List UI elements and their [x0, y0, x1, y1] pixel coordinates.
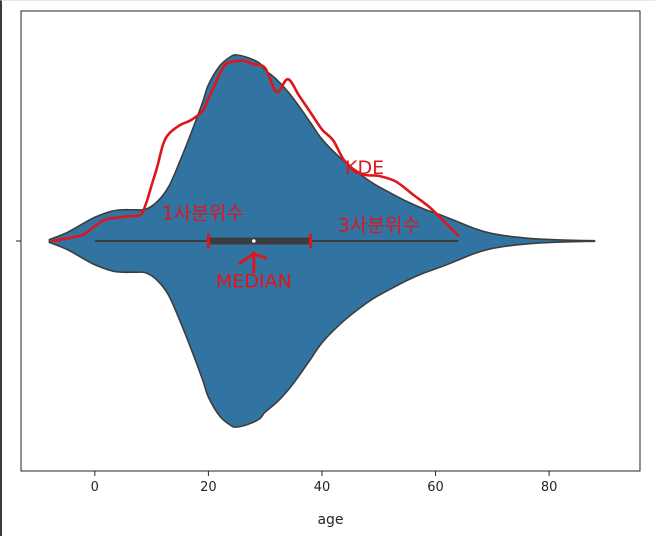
- q1-label: 1사분위수: [162, 203, 244, 225]
- kde-trace-line: [50, 59, 460, 243]
- x-tick-label: 40: [314, 480, 331, 495]
- median-label: MEDIAN: [216, 271, 292, 293]
- x-tick-label: 0: [91, 480, 99, 495]
- x-axis-label: age: [317, 512, 343, 528]
- iqr-box: [208, 237, 311, 245]
- median-point: [252, 239, 256, 243]
- median-arrow-head: [238, 252, 268, 265]
- x-tick-label: 80: [541, 480, 558, 495]
- q3-label: 3사분위수: [338, 215, 420, 237]
- x-tick-label: 20: [200, 480, 217, 495]
- x-tick-label: 60: [427, 480, 444, 495]
- kde-label: KDE: [345, 157, 384, 179]
